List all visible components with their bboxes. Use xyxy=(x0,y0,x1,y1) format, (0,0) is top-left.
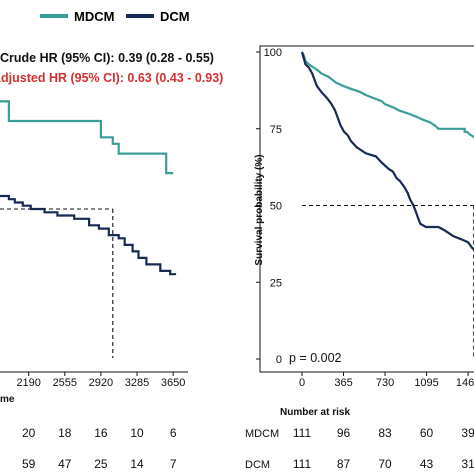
x-tick-label: 1095 xyxy=(414,377,438,389)
right-panel: 0 25 50 75 100 0 365 730 1095 1460 Survival prob… xyxy=(245,45,474,471)
x-tick-label: 3650 xyxy=(161,377,185,389)
y-tick-label: 0 xyxy=(276,354,282,366)
risk-value: 47 xyxy=(58,457,72,471)
risk-value: 111 xyxy=(293,457,312,471)
risk-value: 18 xyxy=(58,426,72,440)
risk-group-label: MDCM xyxy=(245,428,279,440)
risk-value: 96 xyxy=(337,426,351,440)
left-series xyxy=(0,100,177,276)
left-risk-table: 20 18 16 10 6 59 47 25 14 7 xyxy=(22,426,177,471)
risk-table-title: Number at risk xyxy=(280,407,350,418)
left-panel: 2190 2555 2920 3285 3650 me 20 18 16 10 6 59 47 25 1… xyxy=(0,100,188,471)
legend-label-dcm: DCM xyxy=(160,9,190,24)
legend-label-mdcm: MDCM xyxy=(74,9,114,24)
risk-value: 20 xyxy=(22,426,36,440)
y-tick-label: 25 xyxy=(270,277,282,289)
risk-value: 6 xyxy=(170,426,177,440)
x-tick-label: 1460 xyxy=(456,377,474,389)
risk-value: 31 xyxy=(461,457,474,471)
y-tick-label: 75 xyxy=(270,124,282,136)
risk-value: 59 xyxy=(22,457,36,471)
right-x-ticks: 0 365 730 1095 1460 xyxy=(299,372,474,389)
x-tick-label: 2190 xyxy=(16,377,40,389)
right-y-ticks: 0 25 50 75 100 xyxy=(256,47,282,366)
right-series xyxy=(300,51,474,251)
p-value-text: p = 0.002 xyxy=(289,351,342,365)
y-tick-label: 100 xyxy=(264,47,282,59)
left-x-ticks: 2190 2555 2920 3285 3650 xyxy=(16,372,185,389)
legend: MDCM DCM xyxy=(40,9,190,24)
left-x-axis-title: me xyxy=(0,394,15,405)
series-line-dcm xyxy=(0,194,177,276)
series-line-dcm xyxy=(300,51,474,251)
y-tick-label: 50 xyxy=(270,201,282,213)
risk-value: 60 xyxy=(420,426,434,440)
risk-value: 14 xyxy=(130,457,144,471)
x-tick-label: 365 xyxy=(334,377,352,389)
x-tick-label: 3285 xyxy=(125,377,149,389)
right-reference-lines xyxy=(302,204,474,359)
x-tick-label: 2555 xyxy=(53,377,77,389)
right-y-axis-title: Survival probability (%) xyxy=(254,154,265,265)
risk-value: 10 xyxy=(130,426,144,440)
risk-value: 111 xyxy=(293,426,312,440)
series-line-mdcm xyxy=(0,100,174,175)
risk-value: 39 xyxy=(461,426,474,440)
risk-value: 7 xyxy=(170,457,177,471)
risk-value: 83 xyxy=(378,426,392,440)
risk-value: 70 xyxy=(378,457,392,471)
x-tick-label: 730 xyxy=(376,377,394,389)
risk-value: 16 xyxy=(94,426,108,440)
right-plot-border xyxy=(259,45,474,373)
x-tick-label: 2920 xyxy=(89,377,113,389)
left-reference-lines xyxy=(0,208,114,358)
risk-group-label: DCM xyxy=(245,459,270,471)
series-line-mdcm xyxy=(301,51,474,139)
x-tick-label: 0 xyxy=(299,377,305,389)
adjusted-hr-text: Adjusted HR (95% CI): 0.63 (0.43 - 0.93) xyxy=(0,71,223,85)
risk-value: 43 xyxy=(420,457,434,471)
risk-value: 25 xyxy=(94,457,108,471)
crude-hr-text: Crude HR (95% CI): 0.39 (0.28 - 0.55) xyxy=(0,51,214,65)
risk-value: 87 xyxy=(337,457,351,471)
right-risk-table: MDCM 111 96 83 60 39 DCM 111 87 70 43 31 xyxy=(245,426,474,471)
